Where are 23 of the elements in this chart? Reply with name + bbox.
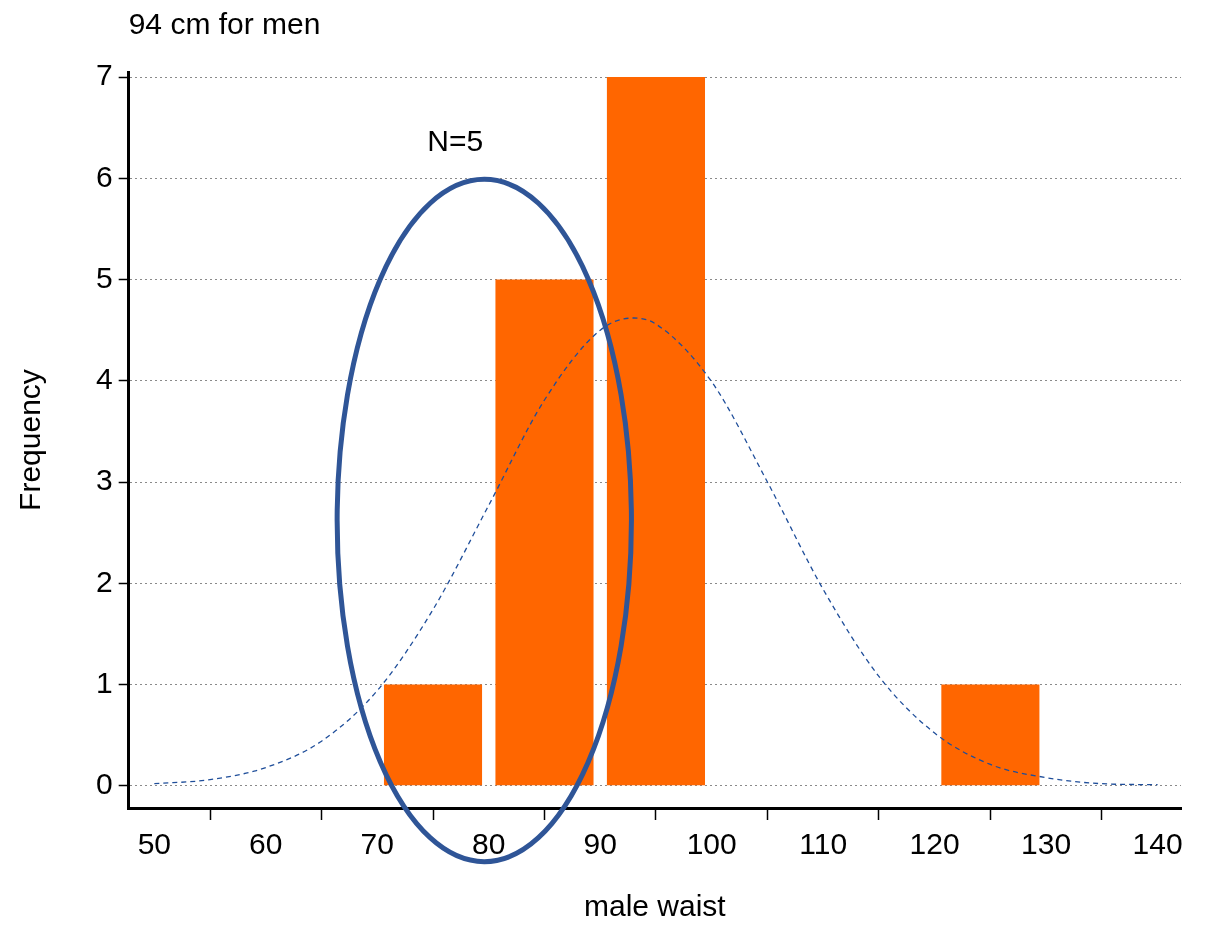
y-tick-label: 1 (96, 665, 113, 699)
x-tick-label: 70 (360, 827, 394, 861)
x-tick-label: 90 (583, 827, 617, 861)
y-tick-label: 0 (96, 766, 113, 800)
x-axis-title: male waist (583, 889, 727, 923)
annotation: N=5 (427, 124, 484, 158)
x-tick-label: 60 (249, 827, 283, 861)
y-tick-label: 6 (96, 159, 113, 193)
x-tick-label: 140 (1132, 827, 1183, 861)
y-tick-label: 4 (96, 362, 113, 396)
x-tick-label: 130 (1021, 827, 1072, 861)
y-axis-title: Frequency (13, 369, 47, 511)
y-tick-label: 5 (96, 260, 113, 294)
y-tick-label: 3 (96, 463, 113, 497)
x-tick-label: 110 (799, 827, 848, 861)
x-tick-label: 50 (137, 827, 172, 861)
line-series (153, 317, 1159, 786)
y-tick-label: 2 (96, 564, 113, 598)
x-tick-label: 120 (909, 827, 960, 861)
x-tick-label: 100 (686, 827, 737, 861)
x-tick-label: 80 (472, 827, 506, 861)
chart-title: 94 cm for men (128, 7, 321, 41)
y-tick-label: 7 (96, 58, 113, 92)
